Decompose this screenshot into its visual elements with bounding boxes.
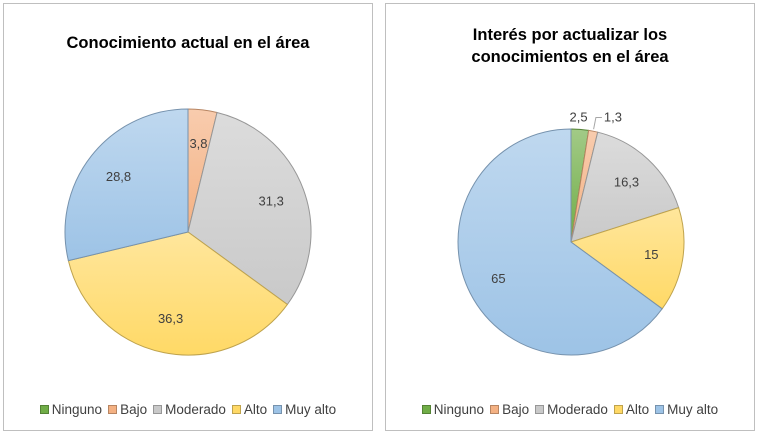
- data-label-bajo: 3,8: [189, 136, 207, 151]
- legend-item-muy-alto: Muy alto: [655, 402, 718, 417]
- legend-swatch: [231, 404, 241, 414]
- pie-chart: 3,8 31,3 36,3 28,8: [64, 108, 312, 356]
- data-label-bajo: 1,3: [604, 110, 622, 125]
- legend-swatch: [535, 404, 545, 414]
- legend-label: Ninguno: [433, 401, 485, 417]
- chart-title-line-1: Interés por actualizar los: [472, 26, 668, 44]
- pie-slice-muy-alto: [457, 128, 663, 356]
- legend-label: Bajo: [120, 401, 148, 417]
- pie-slice-moderado: [187, 111, 312, 306]
- legend-item-bajo: Bajo: [490, 402, 529, 417]
- pie-slice-moderado: [570, 131, 680, 243]
- chart-title: Conocimiento actual en el área: [4, 32, 372, 54]
- data-label-muy-alto: 28,8: [106, 169, 131, 184]
- legend-label: Alto: [625, 401, 650, 417]
- data-label-alto: 36,3: [158, 311, 183, 326]
- chart-panel-conocimiento-actual: Conocimiento actual en el área 3,8 31,3 36…: [3, 3, 373, 431]
- data-label-muy-alto: 65: [491, 271, 505, 286]
- legend-swatch: [613, 404, 623, 414]
- data-label-alto: 15: [644, 247, 658, 262]
- legend-item-ninguno: Ninguno: [421, 401, 485, 417]
- legend-label: Moderado: [547, 401, 608, 417]
- legend-swatch: [490, 404, 500, 414]
- chart-title: Interés por actualizar los conocimientos…: [386, 24, 754, 68]
- leader-line-bajo: [593, 117, 602, 130]
- legend-label: Muy alto: [667, 401, 719, 417]
- data-label-moderado: 31,3: [259, 194, 284, 209]
- pie-slice-alto: [67, 231, 289, 356]
- chart-title-line: Conocimiento actual en el área: [66, 34, 310, 52]
- legend-label: Alto: [243, 401, 268, 417]
- chart-legend: Ninguno Bajo Moderado Alto Muy alto: [4, 400, 372, 418]
- legend-swatch: [421, 404, 431, 414]
- legend-swatch: [153, 404, 163, 414]
- chart-title-line-2: conocimientos en el área: [471, 48, 669, 66]
- legend-label: Moderado: [165, 401, 226, 417]
- chart-panel-interes-actualizar: Interés por actualizar los conocimientos…: [385, 3, 755, 431]
- legend-label: Muy alto: [285, 401, 337, 417]
- data-label-ninguno: 2,5: [570, 109, 588, 124]
- legend-swatch: [108, 404, 118, 414]
- legend-item-ninguno: Ninguno: [39, 401, 103, 417]
- legend-label: Ninguno: [51, 401, 103, 417]
- chart-legend: Ninguno Bajo Moderado Alto Muy alto: [386, 400, 754, 418]
- legend-item-alto: Alto: [613, 401, 650, 417]
- legend-item-bajo: Bajo: [108, 402, 147, 417]
- legend-swatch: [655, 404, 665, 414]
- legend-swatch: [273, 404, 283, 414]
- legend-item-muy-alto: Muy alto: [273, 402, 336, 417]
- legend-item-alto: Alto: [231, 401, 268, 417]
- pie-slice-alto: [569, 206, 685, 310]
- pie-slice-muy-alto: [64, 108, 189, 262]
- legend-label: Bajo: [502, 401, 530, 417]
- pie-chart: 2,5 1,3 16,3 15 65: [457, 109, 685, 356]
- legend-item-moderado: Moderado: [153, 402, 226, 417]
- data-label-moderado: 16,3: [614, 175, 639, 190]
- legend-item-moderado: Moderado: [535, 402, 608, 417]
- legend-swatch: [39, 404, 49, 414]
